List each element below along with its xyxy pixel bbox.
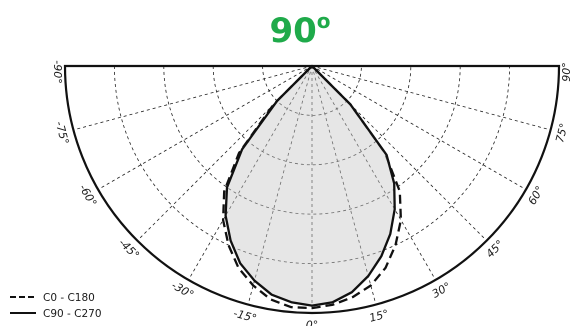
chart-title-value: 90 [269,11,316,51]
legend-item-1: C90 - C270 [10,308,102,320]
grid-spoke [188,65,313,281]
legend-item-0: C0 - C180 [10,292,95,304]
grid-spoke [311,65,527,190]
legend-label-1: C90 - C270 [43,308,102,320]
grid-spoke [311,65,487,241]
angle-label: -90° [51,60,64,83]
grid-spoke [311,65,551,131]
angle-label: 0° [306,318,319,326]
legend: C0 - C180 C90 - C270 [10,292,102,320]
chart-title-superscript: o [317,9,331,33]
grid-spoke [247,65,313,305]
angle-label: 30° [430,280,453,301]
series-curve-0 [221,64,403,310]
grid-ring [114,65,510,264]
series-layer [221,64,403,310]
grid-ring [262,65,362,116]
angle-label: -75° [53,120,72,146]
chart-outer-boundary [63,64,561,315]
angle-label: -15° [232,307,258,326]
chart-title: 90o [269,9,330,51]
angle-label: 75° [553,122,571,144]
grid-spoke [311,65,436,281]
angle-label: 15° [368,307,390,325]
angle-label: 60° [526,184,547,207]
polar-grid [73,65,551,313]
grid-spoke [73,65,313,131]
legend-label-0: C0 - C180 [43,292,95,304]
series-curve-1 [224,64,396,307]
grid-spoke [97,65,313,190]
angle-label: 90° [560,62,573,82]
grid-spoke [137,65,313,241]
grid-spoke [311,65,377,305]
